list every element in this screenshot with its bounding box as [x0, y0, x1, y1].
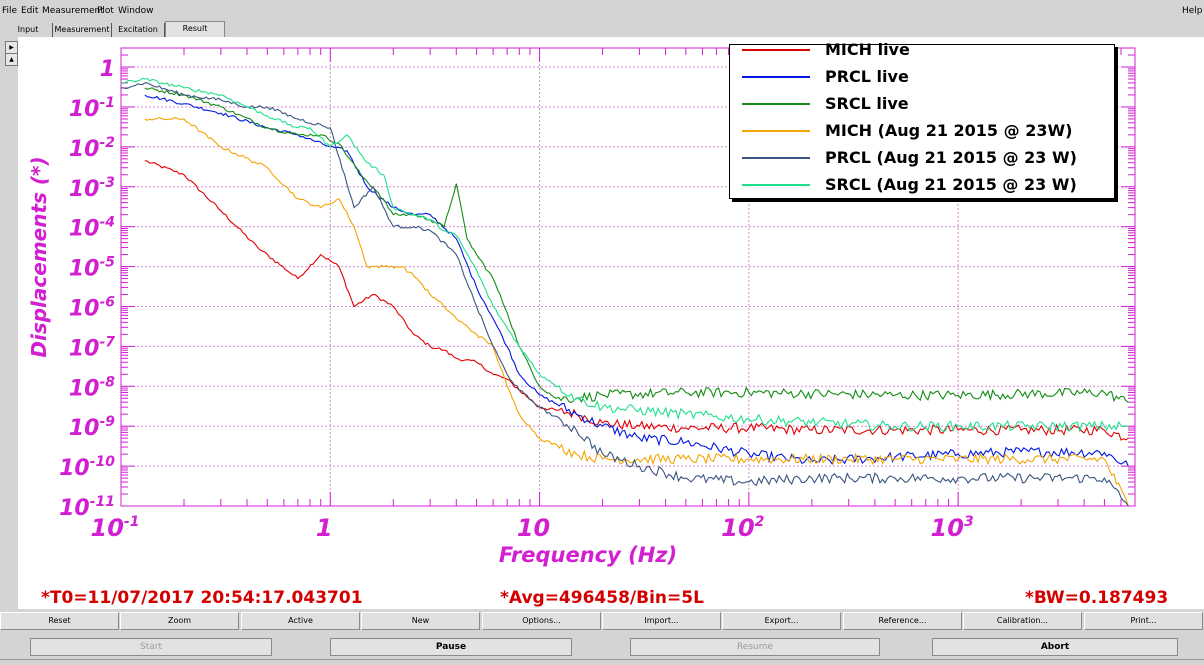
tab-result[interactable]: Result [165, 21, 225, 38]
menu-bar: File Edit Measurement Plot Window Help [0, 0, 1204, 20]
legend-entry: MICH live [730, 37, 1114, 64]
export-button[interactable]: Export... [722, 612, 841, 630]
resume-button[interactable]: Resume [630, 638, 880, 656]
abort-button[interactable]: Abort [932, 638, 1178, 656]
menu-plot[interactable]: Plot [97, 6, 114, 16]
start-button[interactable]: Start [30, 638, 272, 656]
series-line-0 [144, 160, 1129, 441]
menu-edit[interactable]: Edit [21, 6, 39, 16]
status-bar [0, 659, 1204, 665]
new-button[interactable]: New [361, 612, 480, 630]
legend-label: PRCL (Aug 21 2015 @ 23 W) [825, 148, 1077, 167]
scroll-down-arrow-icon[interactable]: ▲ [5, 53, 18, 66]
legend-swatch [742, 49, 810, 51]
legend-label: MICH live [825, 40, 910, 59]
legend-swatch [742, 184, 810, 186]
tab-bar: Input Measurement Excitation Result [0, 21, 1204, 38]
y-tick-label: 10-4 [69, 215, 115, 242]
bw-readout: *BW=0.187493 [1025, 588, 1169, 608]
series-line-2 [144, 87, 1129, 404]
y-tick-label: 10-6 [69, 294, 115, 321]
legend-entry: PRCL live [730, 64, 1114, 91]
y-axis-title: Displacements (*) [27, 156, 51, 357]
legend-entry: MICH (Aug 21 2015 @ 23W) [730, 118, 1114, 145]
zoom-button[interactable]: Zoom [120, 612, 239, 630]
legend-swatch [742, 157, 810, 159]
plot-button-row: Reset Zoom Active New Options... Import... Exp… [0, 612, 1204, 630]
legend-label: SRCL live [825, 94, 909, 113]
y-tick-label: 10-1 [69, 95, 115, 122]
legend-entry: PRCL (Aug 21 2015 @ 23 W) [730, 145, 1114, 172]
legend: MICH live PRCL live SRCL live MICH (Aug 21 … [729, 40, 1115, 199]
plot-frame [120, 47, 1136, 507]
pause-button[interactable]: Pause [330, 638, 572, 656]
legend-label: SRCL (Aug 21 2015 @ 23 W) [825, 175, 1077, 194]
y-tick-label: 10-2 [69, 135, 115, 162]
legend-swatch [742, 76, 810, 78]
y-tick-label: 10-3 [69, 175, 115, 202]
series-line-3 [144, 116, 1129, 507]
x-tick-label: 102 [721, 514, 764, 542]
menu-measurement[interactable]: Measurement [42, 6, 104, 16]
x-axis-title: Frequency (Hz) [499, 543, 677, 567]
import-button[interactable]: Import... [602, 612, 721, 630]
menu-window[interactable]: Window [118, 6, 154, 16]
tab-input[interactable]: Input [4, 23, 53, 37]
calibration-button[interactable]: Calibration... [963, 612, 1082, 630]
y-tick-label: 10-5 [69, 255, 115, 282]
x-tick-label: 10 [517, 514, 550, 542]
tab-measurement[interactable]: Measurement [53, 23, 112, 37]
t0-readout: *T0=11/07/2017 20:54:17.043701 [41, 588, 363, 608]
y-tick-label: 10-11 [59, 494, 115, 521]
active-button[interactable]: Active [241, 612, 360, 630]
y-tick-label: 10-7 [69, 334, 115, 361]
legend-entry: SRCL (Aug 21 2015 @ 23 W) [730, 172, 1114, 199]
x-tick-label: 1 [316, 514, 333, 542]
series-line-4 [121, 82, 1129, 507]
options-button[interactable]: Options... [482, 612, 601, 630]
y-tick-label: 10-9 [69, 414, 115, 441]
menu-file[interactable]: File [2, 6, 18, 16]
y-tick-label: 10-10 [59, 454, 115, 481]
series-line-1 [144, 94, 1129, 467]
x-tick-label: 10-1 [91, 514, 140, 542]
series-line-5 [120, 77, 1129, 433]
reset-button[interactable]: Reset [0, 612, 119, 630]
plot-canvas[interactable]: 10-1 1 10 102 103110-110-210-310-410-510-610… [18, 37, 1204, 609]
menu-help[interactable]: Help [1182, 6, 1203, 16]
legend-swatch [742, 130, 810, 132]
legend-label: PRCL live [825, 67, 909, 86]
legend-swatch [742, 103, 810, 105]
x-tick-label: 103 [931, 514, 974, 542]
legend-label: MICH (Aug 21 2015 @ 23W) [825, 121, 1073, 140]
legend-entry: SRCL live [730, 91, 1114, 118]
tab-excitation[interactable]: Excitation [112, 23, 165, 37]
print-button[interactable]: Print... [1084, 612, 1203, 630]
y-tick-label: 1 [100, 57, 115, 82]
y-tick-label: 10-8 [69, 374, 115, 401]
avg-readout: *Avg=496458/Bin=5L [500, 588, 704, 608]
reference-button[interactable]: Reference... [843, 612, 962, 630]
measurement-control-row: Start Pause Resume Abort [0, 638, 1204, 656]
